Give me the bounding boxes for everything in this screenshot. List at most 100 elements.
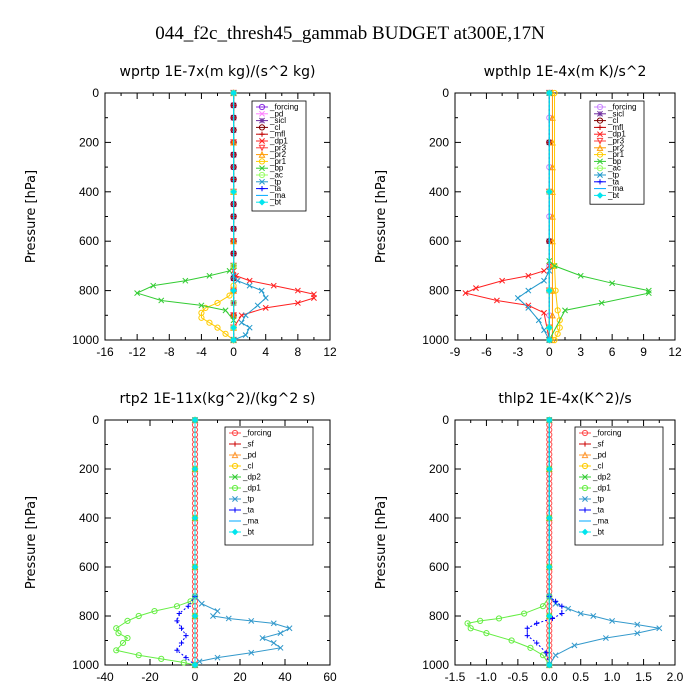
data-point-tp [238, 319, 245, 326]
data-point-tp [634, 630, 641, 637]
series-line-tp [548, 420, 660, 666]
data-point-bt [545, 287, 553, 294]
data-point-dp1 [124, 634, 131, 642]
legend-marker [258, 144, 266, 152]
legend-label: _ta [242, 506, 255, 515]
legend-label: _pr3 [607, 137, 625, 146]
x-tick-label: 6 [609, 345, 616, 359]
legend-label: _mfl [607, 123, 623, 132]
legend-marker [258, 124, 266, 131]
data-point-dp1 [539, 652, 547, 659]
legend-marker [259, 165, 265, 172]
data-point-tp [525, 304, 532, 311]
legend-marker [597, 124, 603, 130]
x-tick-label: 12 [323, 345, 337, 359]
y-tick-label: 800 [79, 609, 99, 623]
data-point-bp [150, 282, 157, 289]
legend-marker [597, 158, 603, 165]
data-point-dp1 [541, 267, 548, 274]
data-point-dp1 [124, 617, 131, 625]
data-point-ta [524, 625, 530, 631]
legend-box [224, 426, 314, 546]
data-point-bt [545, 465, 553, 473]
series-group [134, 89, 317, 344]
data-point-bt [545, 89, 553, 97]
data-point-tp [577, 610, 584, 617]
legend-marker [232, 474, 238, 480]
series-group [462, 89, 652, 344]
data-point-dp1 [270, 282, 277, 289]
data-point-bt [191, 514, 199, 522]
y-tick-label: 200 [429, 462, 449, 476]
legend-marker [259, 186, 265, 192]
data-point-tp [270, 639, 277, 646]
data-point-tp [246, 282, 253, 289]
legend-marker [232, 496, 238, 502]
y-tick-label: 1000 [72, 658, 99, 672]
data-point-tp [198, 600, 205, 607]
data-point-bp [577, 272, 584, 279]
y-axis-label: Pressure [hPa] [24, 496, 39, 589]
y-tick-label: 400 [79, 511, 99, 525]
legend-label: _bt [607, 191, 620, 200]
legend-label: _dp1 [607, 130, 626, 139]
data-point-pr2 [549, 311, 556, 319]
data-point-bp [206, 272, 213, 279]
data-point-dp1 [113, 625, 120, 632]
data-point-dp1 [135, 652, 142, 659]
legend-label: _bp [607, 157, 622, 166]
series-group [464, 416, 663, 669]
legend-marker [231, 429, 239, 437]
legend-label: _sf [592, 440, 604, 449]
data-point-dp1 [262, 304, 269, 311]
x-tick-label: -40 [96, 670, 114, 684]
data-point-tp [248, 649, 255, 656]
data-point-bt [545, 661, 553, 669]
panel-title: wpthlp 1E-4x(m K)/s^2 [484, 64, 647, 80]
legend-label: _ta [269, 184, 282, 193]
y-axis-label: Pressure [hPa] [24, 170, 39, 263]
data-point-ta [552, 598, 559, 604]
data-point-bt [191, 612, 199, 620]
x-tick-label: -1.0 [476, 670, 497, 684]
legend-label: _bt [592, 528, 605, 537]
data-point-pr2 [549, 237, 556, 245]
legend-label: _pr2 [269, 150, 287, 159]
data-point-pr2 [549, 163, 556, 171]
data-point-dp1 [294, 287, 301, 294]
data-point-dp1 [525, 302, 532, 309]
data-point-ta [183, 633, 189, 639]
legend-marker [581, 451, 589, 459]
data-point-dp1 [464, 620, 471, 627]
data-point-dp1 [521, 610, 528, 617]
data-point-tp [242, 332, 249, 339]
data-point-dp1 [310, 295, 317, 301]
data-point-tp [286, 625, 293, 632]
data-point-dp1 [246, 277, 253, 284]
x-tick-label: -1.5 [445, 670, 466, 684]
legend-label: _cl [607, 116, 618, 125]
data-point-ta [543, 650, 549, 656]
x-tick-label: 1.5 [635, 670, 652, 684]
series-group [113, 416, 293, 669]
data-point-ta [174, 618, 180, 624]
legend: _forcing_sicl_cl_mfl_dp1_pr3_pr2_pr1_bp_… [589, 100, 645, 205]
legend-marker [596, 165, 604, 172]
data-point-tp [259, 635, 266, 642]
data-point-tp [277, 630, 284, 637]
y-tick-label: 600 [429, 234, 449, 248]
data-point-bp [551, 262, 558, 269]
legend-marker [596, 103, 604, 111]
panel-title: rtp2 1E-11x(kg^2)/(kg^2 s) [120, 391, 316, 407]
data-point-tp [565, 605, 572, 612]
data-point-bt [191, 465, 199, 473]
data-point-dp1 [472, 285, 479, 292]
data-point-ta [178, 625, 185, 631]
legend-label: _sf [242, 440, 254, 449]
data-point-tp [214, 608, 221, 615]
legend-label: _ma [269, 191, 286, 200]
data-point-tp [525, 287, 532, 294]
data-point-ta [559, 603, 565, 609]
data-point-pr1 [214, 324, 221, 331]
data-point-bt [191, 563, 199, 571]
